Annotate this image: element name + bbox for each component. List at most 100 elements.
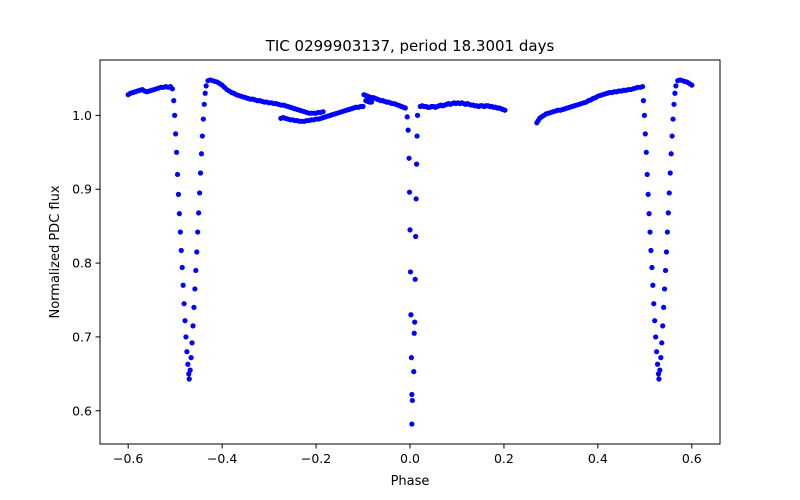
data-point	[404, 114, 410, 120]
data-point	[197, 170, 204, 176]
x-tick-label: −0.2	[301, 451, 331, 466]
data-points	[125, 77, 695, 427]
data-point	[656, 376, 662, 382]
data-point	[177, 229, 183, 235]
data-point	[671, 101, 677, 107]
data-point	[405, 127, 411, 133]
data-point	[644, 171, 650, 178]
data-point	[413, 233, 419, 240]
data-point	[640, 98, 647, 104]
data-point	[178, 247, 184, 254]
data-point	[411, 330, 417, 336]
data-point	[413, 196, 419, 202]
data-point	[194, 249, 200, 255]
data-point	[646, 211, 652, 217]
data-point	[647, 229, 653, 235]
x-tick-label: 0.4	[588, 451, 608, 466]
data-point	[645, 191, 651, 197]
data-point	[320, 109, 326, 115]
data-point	[406, 155, 412, 161]
data-point	[670, 116, 676, 122]
data-point	[414, 112, 421, 118]
data-point	[661, 304, 667, 310]
data-point	[648, 247, 654, 254]
y-axis-ticks: 0.6 0.7 0.8 0.9 1.0	[72, 108, 100, 418]
data-point	[409, 391, 415, 398]
data-point	[181, 301, 187, 307]
data-point	[673, 83, 679, 89]
x-axis-label: Phase	[391, 474, 430, 489]
data-point	[191, 304, 197, 310]
x-tick-label: −0.6	[113, 451, 143, 466]
data-point	[182, 318, 188, 324]
data-point	[642, 131, 648, 137]
data-point	[662, 267, 669, 274]
data-point	[173, 149, 180, 155]
data-point	[658, 355, 664, 361]
data-point	[190, 323, 196, 329]
y-tick-label: 0.8	[72, 256, 92, 271]
data-point	[192, 286, 198, 292]
data-point	[171, 98, 177, 104]
data-point	[660, 323, 666, 329]
y-axis-label: Normalized PDC flux	[48, 185, 63, 318]
x-axis-ticks: −0.6 −0.4 −0.2 0.0 0.2 0.4 0.6	[113, 444, 702, 466]
data-point	[668, 151, 674, 157]
data-point	[198, 151, 205, 157]
data-point	[663, 249, 670, 255]
data-point	[408, 312, 414, 318]
data-point	[409, 397, 415, 404]
data-point	[408, 355, 415, 361]
data-point	[407, 227, 413, 233]
chart-title: TIC 0299903137, period 18.3001 days	[265, 37, 555, 55]
data-point	[199, 133, 205, 139]
y-tick-label: 1.0	[72, 108, 92, 123]
data-point	[189, 340, 195, 346]
data-point	[502, 107, 508, 113]
data-point	[195, 229, 201, 235]
data-point	[183, 334, 189, 340]
data-point	[412, 319, 418, 325]
data-point	[184, 349, 190, 355]
data-point	[664, 229, 670, 235]
data-point	[196, 210, 202, 216]
data-point	[185, 361, 191, 367]
data-point	[672, 90, 678, 96]
data-point	[172, 112, 178, 118]
data-point	[654, 361, 661, 367]
data-point	[188, 355, 194, 361]
data-point	[689, 82, 695, 88]
y-tick-label: 0.6	[72, 403, 92, 418]
data-point	[193, 267, 199, 274]
data-point	[652, 318, 658, 324]
data-point	[659, 340, 665, 346]
x-tick-label: 0.6	[682, 451, 702, 466]
data-point	[186, 376, 192, 382]
data-point	[201, 101, 207, 107]
data-point	[665, 210, 671, 216]
data-point	[414, 133, 420, 139]
data-point	[666, 190, 672, 196]
data-point	[411, 369, 417, 375]
data-point	[174, 171, 181, 178]
data-point	[643, 149, 649, 155]
y-tick-label: 0.9	[72, 182, 92, 197]
x-tick-label: −0.4	[207, 451, 237, 466]
data-point	[169, 86, 175, 92]
data-point	[641, 112, 647, 118]
data-point	[651, 301, 657, 307]
data-point	[649, 264, 655, 271]
data-point	[173, 131, 179, 137]
data-point	[175, 191, 182, 197]
data-point	[407, 269, 414, 275]
data-point	[409, 421, 415, 427]
data-point	[368, 99, 375, 105]
data-point	[669, 133, 675, 139]
data-point	[187, 367, 193, 373]
data-point	[406, 189, 413, 195]
data-point	[360, 103, 366, 110]
data-point	[667, 170, 673, 176]
data-point	[180, 282, 186, 288]
